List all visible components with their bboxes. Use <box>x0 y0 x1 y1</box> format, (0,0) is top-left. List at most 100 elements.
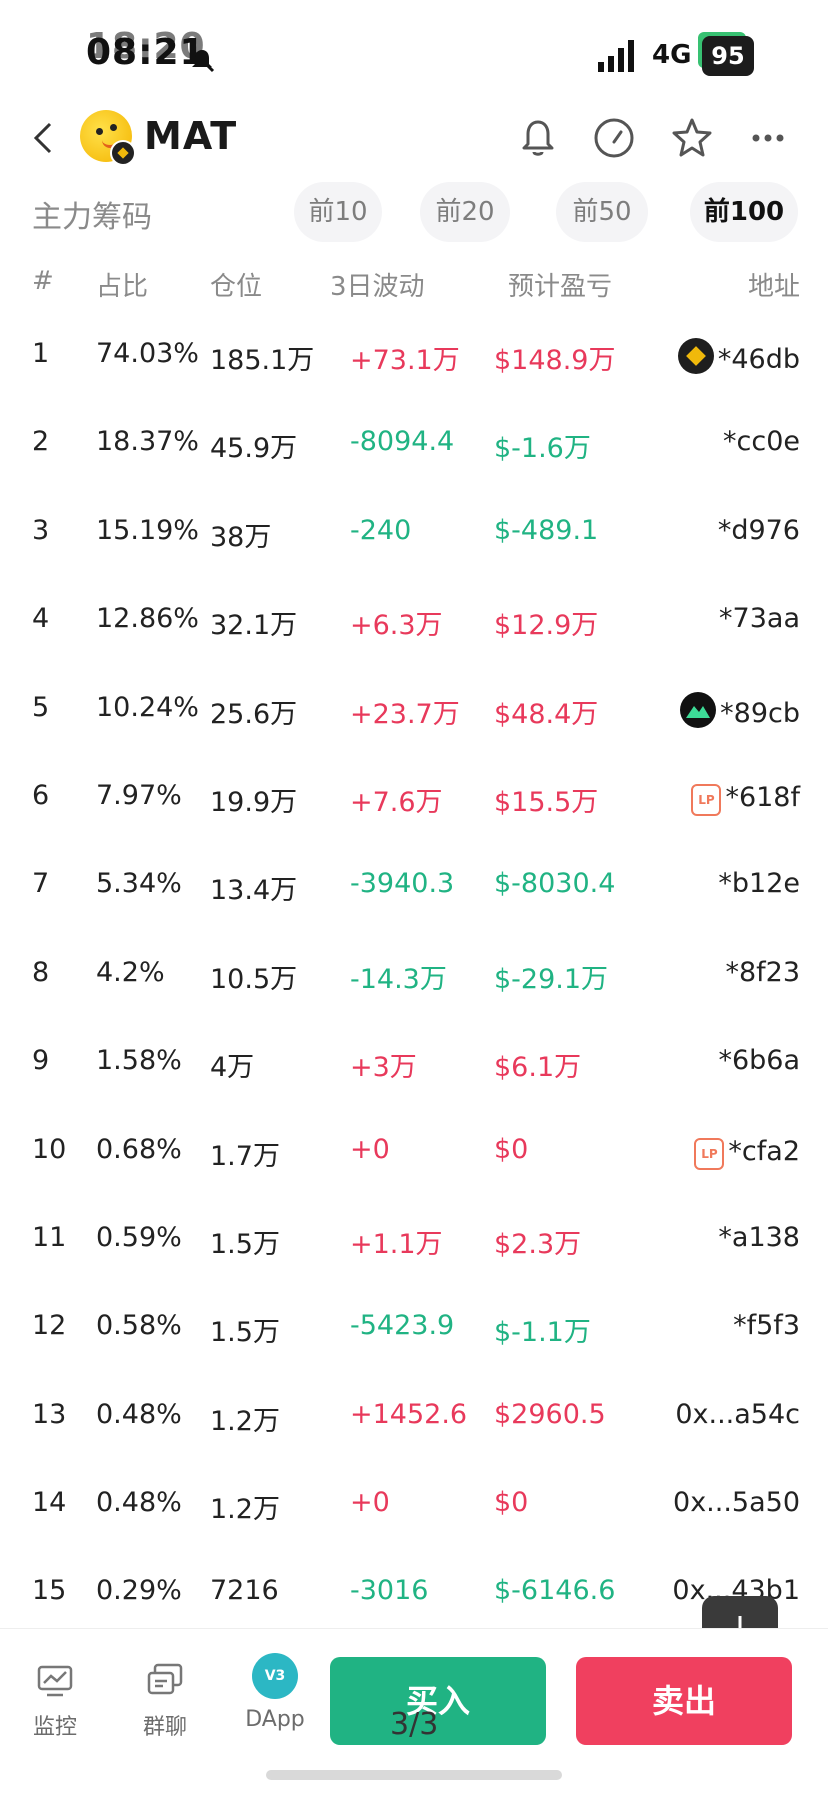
cell-pnl: $2.3万 <box>494 1228 582 1260</box>
tab-top100[interactable]: 前100 <box>690 182 798 242</box>
cell-pnl: $48.4万 <box>494 698 599 730</box>
status-time-overlay: 08:21 <box>86 32 206 73</box>
cell-share: 5.34% <box>96 868 182 900</box>
nav-group-chat[interactable]: 群聊 <box>120 1661 210 1741</box>
cell-pnl: $-8030.4 <box>494 868 616 900</box>
tab-top50[interactable]: 前50 <box>556 182 648 242</box>
cell-address[interactable]: *f5f3 <box>729 1310 800 1341</box>
table-row[interactable]: 9 1.58% 4万 +3万 $6.1万 *6b6a <box>0 1015 828 1103</box>
cell-rank: 10 <box>32 1133 67 1165</box>
cell-address[interactable]: 0x...5a50 <box>669 1487 800 1518</box>
cell-position: 7216 <box>210 1575 279 1607</box>
cell-position: 185.1万 <box>210 345 315 376</box>
cell-share: 1.58% <box>96 1045 182 1077</box>
cell-rank: 11 <box>32 1221 67 1253</box>
address-text: 0x...a54c <box>675 1398 800 1430</box>
battery-indicator: 95 <box>702 36 754 76</box>
cell-address[interactable]: *d976 <box>714 515 800 546</box>
bell-icon[interactable] <box>514 114 562 162</box>
table-row[interactable]: 15 0.29% 7216 -3016 $-6146.6 0x...43b1 <box>0 1545 828 1633</box>
cell-address[interactable]: *46db <box>677 338 800 381</box>
cell-rank: 4 <box>32 603 50 635</box>
nav-dapp-label: DApp <box>245 1707 305 1732</box>
cell-volatility: -240 <box>350 514 412 546</box>
cell-rank: 6 <box>32 779 50 811</box>
cell-share: 12.86% <box>96 603 199 635</box>
table-row[interactable]: 10 0.68% 1.7万 +0 $0 LP *cfa2 <box>0 1104 828 1192</box>
buy-button[interactable]: 买入 <box>330 1657 546 1745</box>
token-header: MAT <box>0 100 828 180</box>
table-row[interactable]: 4 12.86% 32.1万 +6.3万 $12.9万 *73aa <box>0 573 828 661</box>
cell-rank: 5 <box>32 691 50 723</box>
cell-share: 18.37% <box>96 426 199 458</box>
cell-volatility: -14.3万 <box>350 963 447 995</box>
more-icon[interactable] <box>744 114 792 162</box>
table-row[interactable]: 11 0.59% 1.5万 +1.1万 $2.3万 *a138 <box>0 1192 828 1280</box>
table-row[interactable]: 1 74.03% 185.1万 +73.1万 $148.9万 *46db <box>0 308 828 396</box>
back-icon[interactable] <box>28 118 58 158</box>
cell-pnl: $6.1万 <box>494 1052 582 1084</box>
monitor-icon <box>37 1665 73 1697</box>
address-text: 0x...5a50 <box>673 1487 800 1519</box>
cell-volatility: -8094.4 <box>350 426 455 458</box>
star-icon[interactable] <box>668 114 716 162</box>
nav-dapp[interactable]: V3 DApp <box>230 1653 320 1732</box>
token-name: MAT <box>144 114 238 158</box>
table-row[interactable]: 12 0.58% 1.5万 -5423.9 $-1.1万 *f5f3 <box>0 1280 828 1368</box>
cell-volatility: +0 <box>350 1487 390 1519</box>
address-text: *6b6a <box>718 1045 800 1077</box>
cell-share: 74.03% <box>96 338 199 369</box>
table-row[interactable]: 13 0.48% 1.2万 +1452.6 $2960.5 0x...a54c <box>0 1369 828 1457</box>
cell-position: 19.9万 <box>210 786 298 818</box>
cell-share: 7.97% <box>96 779 182 811</box>
cell-position: 1.2万 <box>210 1494 280 1526</box>
tab-top20[interactable]: 前20 <box>420 182 510 242</box>
table-row[interactable]: 5 10.24% 25.6万 +23.7万 $48.4万 *89cb <box>0 662 828 750</box>
bell-off-icon <box>190 48 215 73</box>
holders-table-header: # 占比 仓位 3日波动 预计盈亏 地址 <box>0 262 828 322</box>
cell-address[interactable]: *89cb <box>680 691 800 735</box>
cell-volatility: +6.3万 <box>350 610 443 642</box>
cell-share: 15.19% <box>96 514 199 546</box>
cell-address[interactable]: *8f23 <box>721 957 800 988</box>
cell-address[interactable]: *cc0e <box>719 426 800 457</box>
table-row[interactable]: 6 7.97% 19.9万 +7.6万 $15.5万 LP *618f <box>0 750 828 838</box>
cell-rank: 2 <box>32 426 50 458</box>
cell-position: 32.1万 <box>210 610 298 642</box>
cell-address[interactable]: LP *618f <box>691 780 800 816</box>
table-row[interactable]: 2 18.37% 45.9万 -8094.4 $-1.6万 *cc0e <box>0 396 828 484</box>
cell-address[interactable]: 0x...a54c <box>671 1399 800 1430</box>
table-row[interactable]: 3 15.19% 38万 -240 $-489.1 *d976 <box>0 485 828 573</box>
cell-address[interactable]: *73aa <box>715 603 800 634</box>
cell-address[interactable]: *b12e <box>714 868 800 899</box>
cell-rank: 13 <box>32 1398 67 1430</box>
cell-volatility: +7.6万 <box>350 786 443 818</box>
cell-address[interactable]: *6b6a <box>714 1045 800 1076</box>
cell-volatility: -3940.3 <box>350 868 455 900</box>
cell-share: 0.58% <box>96 1310 182 1342</box>
cell-address[interactable]: *a138 <box>714 1222 800 1253</box>
lp-icon: LP <box>691 783 722 816</box>
nav-monitor[interactable]: 监控 <box>10 1661 100 1741</box>
gauge-icon[interactable] <box>590 114 638 162</box>
address-text: *d976 <box>717 514 800 546</box>
home-indicator <box>266 1770 562 1780</box>
cell-volatility: +1.1万 <box>350 1228 443 1260</box>
cell-rank: 7 <box>32 868 50 900</box>
nav-group-chat-label: 群聊 <box>142 1715 187 1740</box>
tab-top10[interactable]: 前10 <box>294 182 382 242</box>
table-row[interactable]: 7 5.34% 13.4万 -3940.3 $-8030.4 *b12e <box>0 838 828 926</box>
header-rank: # <box>32 266 54 296</box>
sell-button[interactable]: 卖出 <box>576 1657 792 1745</box>
address-text: *f5f3 <box>733 1310 800 1342</box>
cell-address[interactable]: LP *cfa2 <box>694 1134 800 1170</box>
table-row[interactable]: 8 4.2% 10.5万 -14.3万 $-29.1万 *8f23 <box>0 927 828 1015</box>
cell-share: 0.29% <box>96 1575 182 1607</box>
cell-pnl: $-489.1 <box>494 514 599 546</box>
cell-volatility: +23.7万 <box>350 698 460 730</box>
table-row[interactable]: 14 0.48% 1.2万 +0 $0 0x...5a50 <box>0 1457 828 1545</box>
address-text: *89cb <box>720 697 800 729</box>
cell-pnl: $12.9万 <box>494 610 599 642</box>
cell-share: 0.68% <box>96 1133 182 1165</box>
section-title: 主力筹码 <box>32 200 152 235</box>
